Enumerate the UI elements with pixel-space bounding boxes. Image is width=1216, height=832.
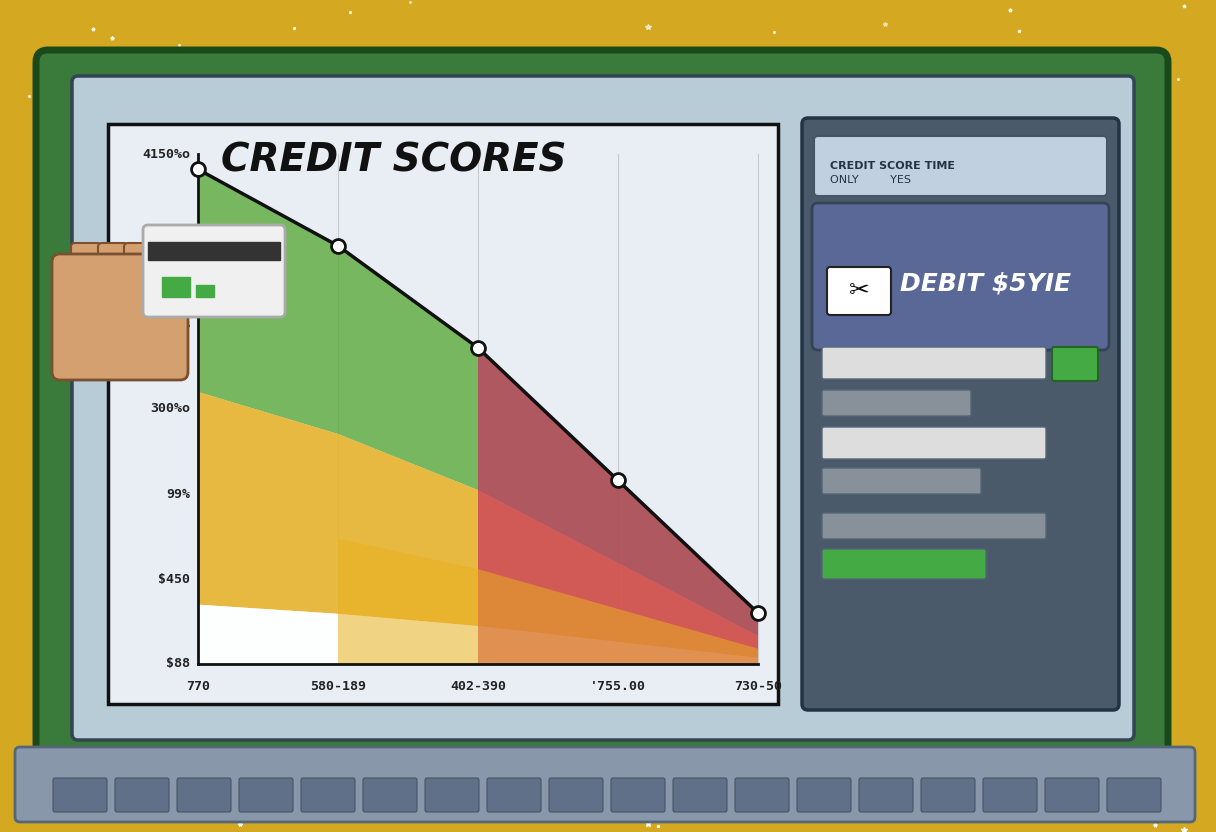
Text: DEBIT $5YIE: DEBIT $5YIE [900, 272, 1071, 296]
FancyBboxPatch shape [36, 50, 1169, 774]
FancyBboxPatch shape [822, 549, 986, 579]
FancyBboxPatch shape [814, 136, 1107, 196]
FancyBboxPatch shape [240, 778, 293, 812]
FancyBboxPatch shape [364, 778, 417, 812]
FancyBboxPatch shape [124, 243, 154, 316]
FancyBboxPatch shape [178, 778, 231, 812]
FancyBboxPatch shape [1107, 778, 1161, 812]
Polygon shape [478, 348, 758, 664]
FancyBboxPatch shape [1052, 347, 1098, 381]
Polygon shape [198, 605, 758, 664]
FancyBboxPatch shape [822, 513, 1046, 539]
Bar [162, 277, 190, 297]
FancyBboxPatch shape [858, 778, 913, 812]
FancyBboxPatch shape [812, 203, 1109, 350]
FancyBboxPatch shape [822, 390, 972, 416]
Text: '755.00: '755.00 [590, 680, 646, 692]
Text: 99%: 99% [167, 488, 190, 501]
FancyBboxPatch shape [548, 778, 603, 812]
FancyBboxPatch shape [116, 778, 169, 812]
FancyBboxPatch shape [15, 747, 1195, 822]
Bar [196, 285, 214, 297]
FancyBboxPatch shape [672, 778, 727, 812]
FancyBboxPatch shape [143, 225, 285, 317]
Text: 4000%: 4000% [150, 232, 190, 245]
Text: $450: $450 [158, 572, 190, 586]
Text: CREDIT SCORE TIME: CREDIT SCORE TIME [831, 161, 955, 171]
FancyBboxPatch shape [426, 778, 479, 812]
Text: 400,00%: 400,00% [134, 318, 190, 330]
FancyBboxPatch shape [822, 347, 1046, 379]
Text: 730-50: 730-50 [734, 680, 782, 692]
Text: 4150%o: 4150%o [142, 147, 190, 161]
FancyBboxPatch shape [54, 778, 107, 812]
FancyBboxPatch shape [734, 778, 789, 812]
FancyBboxPatch shape [827, 267, 891, 315]
Text: ONLY         YES: ONLY YES [831, 175, 911, 185]
FancyBboxPatch shape [72, 76, 1135, 740]
Text: 770: 770 [186, 680, 210, 692]
Text: 300%o: 300%o [150, 403, 190, 415]
FancyBboxPatch shape [148, 243, 178, 316]
Text: CREDIT SCORES: CREDIT SCORES [221, 142, 567, 180]
FancyBboxPatch shape [486, 778, 541, 812]
Bar [148, 242, 280, 260]
Text: 402-390: 402-390 [450, 680, 506, 692]
FancyBboxPatch shape [803, 118, 1119, 710]
FancyBboxPatch shape [921, 778, 975, 812]
Polygon shape [338, 538, 758, 664]
Text: 580-189: 580-189 [310, 680, 366, 692]
FancyBboxPatch shape [796, 778, 851, 812]
FancyBboxPatch shape [822, 427, 1046, 459]
Bar [108, 124, 778, 704]
FancyBboxPatch shape [71, 243, 101, 316]
FancyBboxPatch shape [52, 254, 188, 380]
FancyBboxPatch shape [302, 778, 355, 812]
FancyBboxPatch shape [822, 468, 981, 494]
Text: ✂: ✂ [849, 279, 869, 303]
FancyBboxPatch shape [983, 778, 1037, 812]
FancyBboxPatch shape [98, 243, 128, 316]
FancyBboxPatch shape [1045, 778, 1099, 812]
Text: $88: $88 [167, 657, 190, 671]
Polygon shape [198, 169, 758, 636]
Polygon shape [198, 392, 758, 658]
FancyBboxPatch shape [610, 778, 665, 812]
